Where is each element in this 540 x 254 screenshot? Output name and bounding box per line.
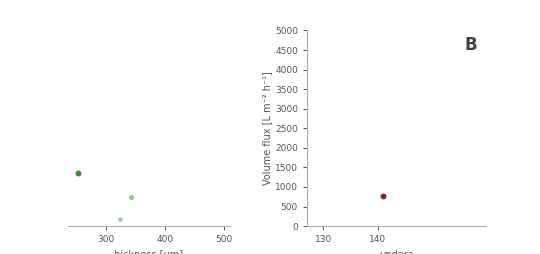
X-axis label: undera: undera <box>379 250 414 254</box>
Point <box>126 195 135 199</box>
Point <box>74 171 83 175</box>
Text: B: B <box>464 36 477 54</box>
Y-axis label: Volume flux [L m⁻² h⁻¹]: Volume flux [L m⁻² h⁻¹] <box>262 71 272 185</box>
Point <box>115 217 124 221</box>
Point <box>379 194 387 198</box>
X-axis label: hickness [μm]: hickness [μm] <box>114 250 184 254</box>
